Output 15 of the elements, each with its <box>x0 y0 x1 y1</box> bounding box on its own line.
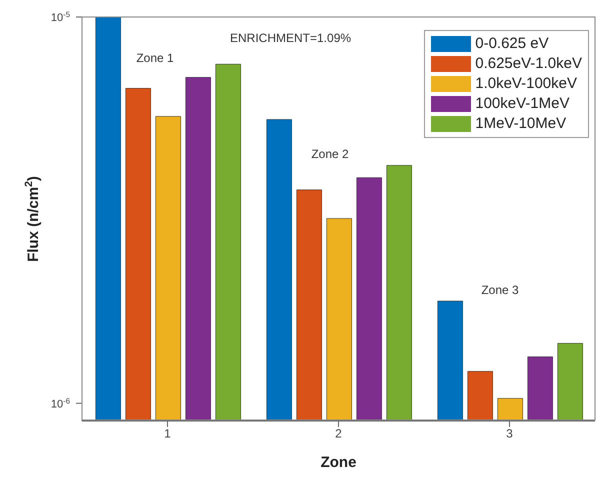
legend-label: 1.0keV-100keV <box>475 74 577 94</box>
y-tick-label: 10$^{-5}$ <box>50 10 70 24</box>
legend-label: 1MeV-10MeV <box>475 114 566 134</box>
annotation: Zone 3 <box>481 283 520 297</box>
y-tick-label: 10$^{-6}$ <box>50 396 70 410</box>
x-tick-label: 2 <box>335 426 342 441</box>
legend-label: 0.625eV-1.0keV <box>475 54 582 74</box>
x-tick-label: 3 <box>506 426 514 441</box>
legend-label: 0-0.625 eV <box>475 34 549 54</box>
annotation: Zone 2 <box>311 147 350 161</box>
legend-label: 100keV-1MeV <box>475 94 570 114</box>
annotation: Zone 1 <box>136 51 174 65</box>
x-axis-title: Zone <box>320 454 356 471</box>
annotation: ENRICHMENT=1.09% <box>230 31 352 45</box>
x-tick-label: 1 <box>164 426 172 441</box>
